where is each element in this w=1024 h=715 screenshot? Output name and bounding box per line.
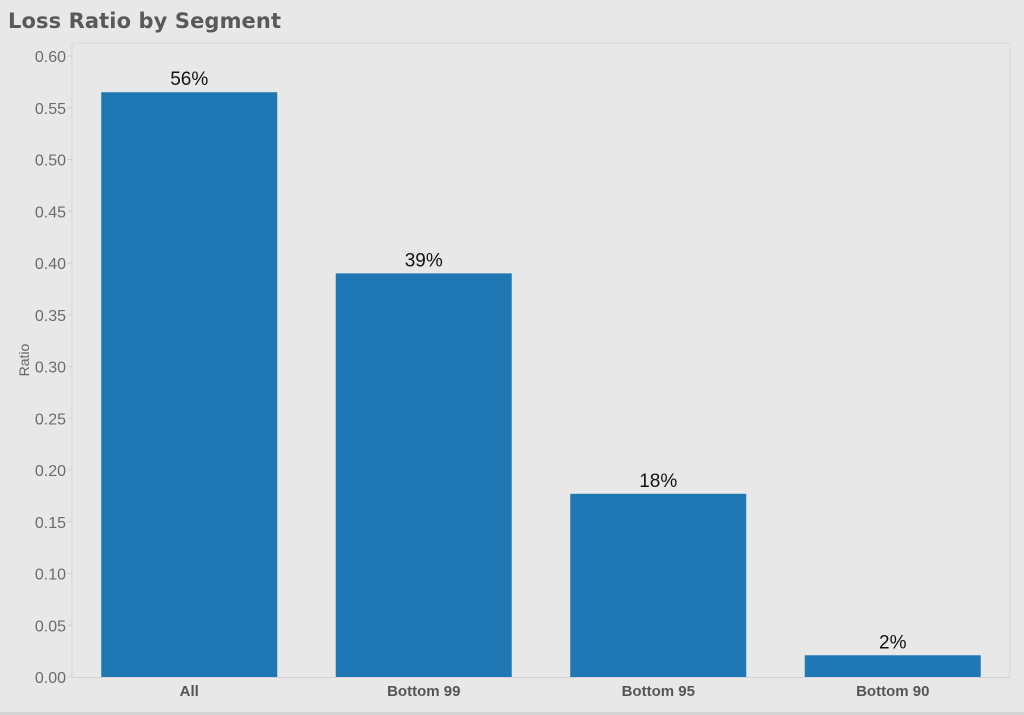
data-label: 18% bbox=[639, 471, 677, 492]
y-tick-label: 0.20 bbox=[35, 463, 66, 480]
data-label: 2% bbox=[879, 632, 907, 653]
data-label: 56% bbox=[170, 69, 208, 90]
y-tick-label: 0.55 bbox=[35, 101, 66, 118]
y-tick-label: 0.30 bbox=[35, 360, 66, 377]
x-category-label: All bbox=[180, 683, 199, 700]
y-tick-label: 0.25 bbox=[35, 411, 66, 428]
y-tick-label: 0.10 bbox=[35, 567, 66, 584]
y-tick-label: 0.60 bbox=[35, 49, 66, 66]
y-tick-label: 0.15 bbox=[35, 515, 66, 532]
y-tick-label: 0.00 bbox=[35, 670, 66, 687]
bar-all bbox=[101, 92, 278, 678]
bar-bottom-90 bbox=[804, 655, 981, 677]
data-label: 39% bbox=[405, 250, 443, 271]
x-category-label: Bottom 99 bbox=[387, 683, 460, 700]
bar-bottom-95 bbox=[570, 493, 747, 677]
bar-bottom-99 bbox=[335, 273, 512, 677]
chart-title: Loss Ratio by Segment bbox=[8, 9, 282, 33]
y-tick-label: 0.05 bbox=[35, 618, 66, 635]
y-tick-label: 0.40 bbox=[35, 256, 66, 273]
bottom-divider bbox=[0, 712, 1024, 715]
x-category-label: Bottom 90 bbox=[856, 683, 929, 700]
x-category-label: Bottom 95 bbox=[622, 683, 695, 700]
y-tick-label: 0.45 bbox=[35, 204, 66, 221]
y-tick-label: 0.50 bbox=[35, 153, 66, 170]
y-tick-label: 0.35 bbox=[35, 308, 66, 325]
